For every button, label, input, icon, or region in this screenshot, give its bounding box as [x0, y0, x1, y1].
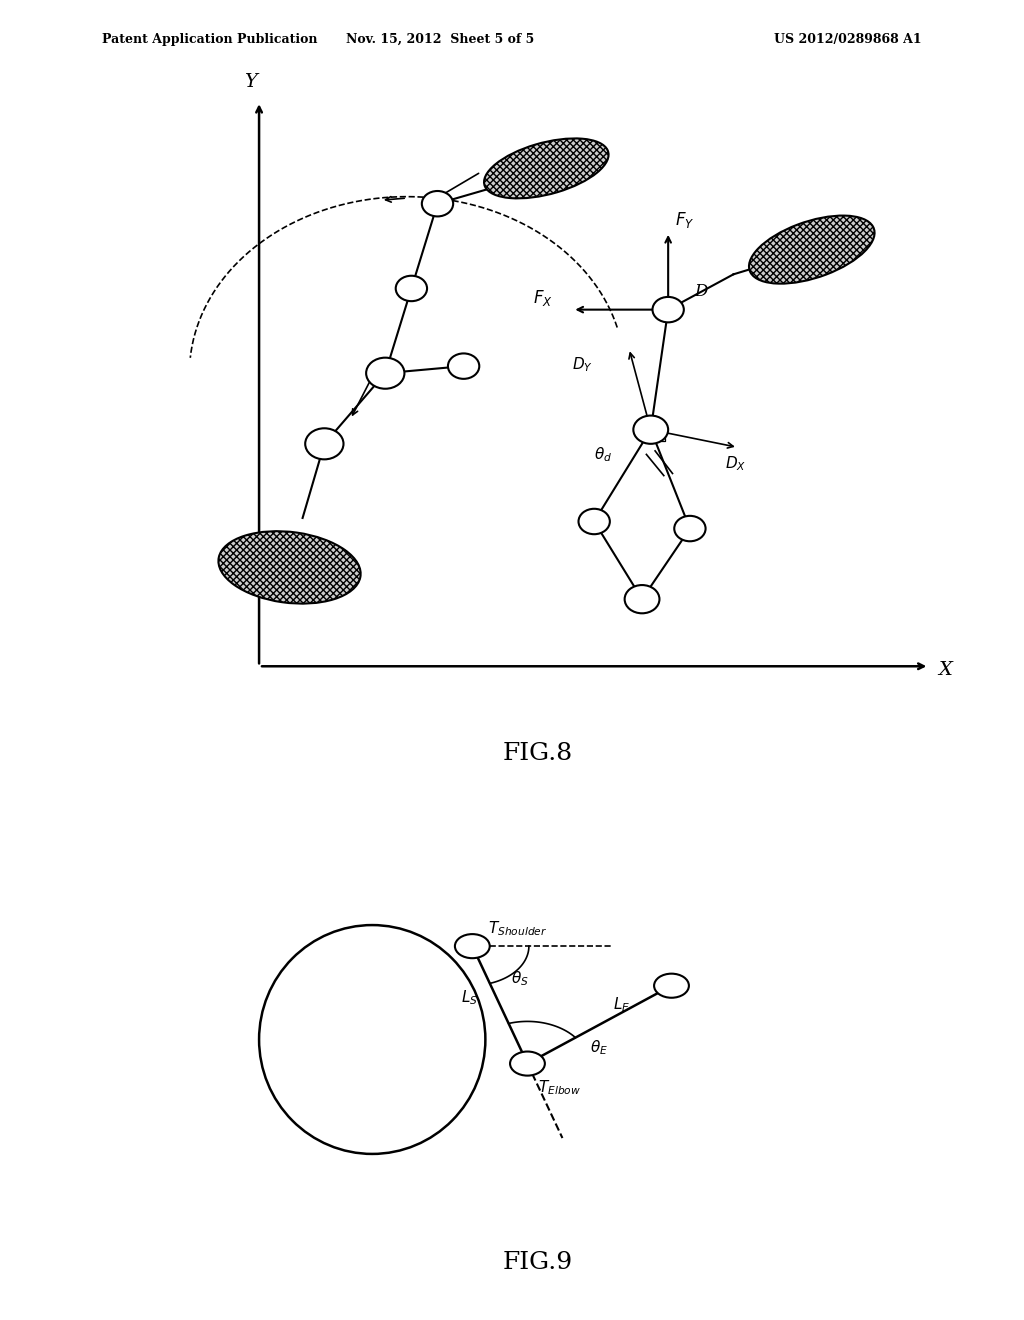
Text: FIG.8: FIG.8 [503, 742, 572, 766]
Text: US 2012/0289868 A1: US 2012/0289868 A1 [774, 33, 922, 46]
Circle shape [455, 935, 489, 958]
Circle shape [625, 585, 659, 614]
Ellipse shape [749, 215, 874, 284]
Text: $T_{Shoulder}$: $T_{Shoulder}$ [488, 919, 548, 937]
Text: $D_X$: $D_X$ [725, 454, 745, 474]
Circle shape [633, 416, 668, 444]
Circle shape [674, 516, 706, 541]
Text: $L_E$: $L_E$ [612, 995, 630, 1014]
Text: $\theta_S$: $\theta_S$ [512, 969, 529, 989]
Circle shape [305, 428, 343, 459]
Text: X: X [938, 661, 952, 678]
Text: $\theta_d$: $\theta_d$ [594, 445, 612, 465]
Circle shape [652, 297, 684, 322]
Text: $F_X$: $F_X$ [534, 288, 553, 308]
Text: $L_S$: $L_S$ [461, 987, 477, 1007]
Circle shape [367, 358, 404, 388]
Text: $T_{Elbow}$: $T_{Elbow}$ [538, 1078, 581, 1097]
Circle shape [422, 191, 454, 216]
Text: Nov. 15, 2012  Sheet 5 of 5: Nov. 15, 2012 Sheet 5 of 5 [346, 33, 535, 46]
Circle shape [654, 974, 689, 998]
Circle shape [579, 508, 610, 535]
Text: $D_Y$: $D_Y$ [572, 355, 593, 375]
Circle shape [510, 1052, 545, 1076]
Text: D: D [694, 282, 708, 300]
Ellipse shape [484, 139, 608, 198]
Text: $F_Y$: $F_Y$ [675, 210, 694, 230]
Text: $\theta_E$: $\theta_E$ [590, 1039, 608, 1057]
Text: FIG.9: FIG.9 [503, 1251, 572, 1274]
Circle shape [395, 276, 427, 301]
Text: Patent Application Publication: Patent Application Publication [102, 33, 317, 46]
Text: Y: Y [244, 73, 257, 91]
Ellipse shape [218, 531, 360, 603]
Circle shape [447, 354, 479, 379]
